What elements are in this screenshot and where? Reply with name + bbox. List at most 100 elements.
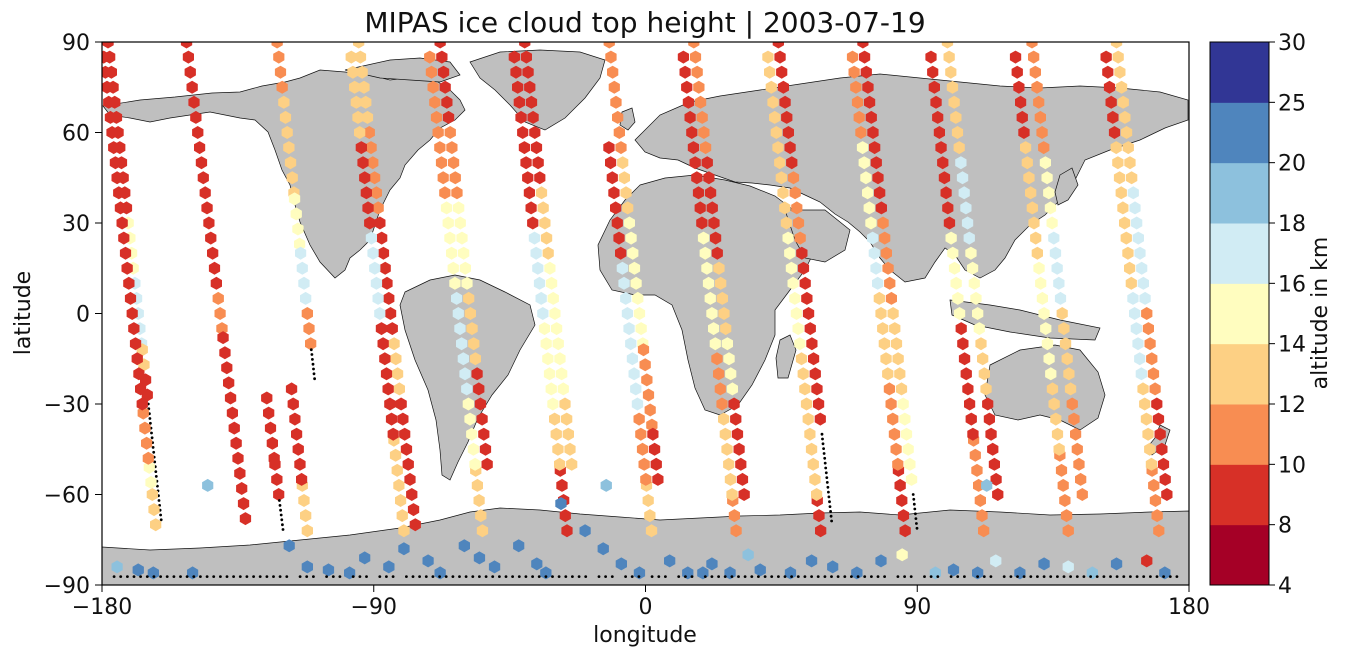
cloud-point bbox=[437, 65, 450, 79]
cloud-point bbox=[1132, 231, 1144, 245]
cloud-point bbox=[889, 322, 901, 336]
no-cloud-point bbox=[822, 452, 826, 455]
cloud-point bbox=[554, 352, 566, 366]
no-cloud-point bbox=[824, 466, 828, 470]
cloud-point bbox=[459, 367, 471, 381]
no-cloud-point bbox=[650, 575, 654, 578]
cloud-point bbox=[292, 442, 304, 456]
colorbar-tick-label: 16 bbox=[1278, 272, 1306, 297]
no-cloud-point bbox=[311, 358, 314, 361]
cloud-point bbox=[1026, 201, 1038, 215]
cloud-point bbox=[897, 397, 909, 411]
cloud-point bbox=[863, 201, 875, 215]
cloud-point bbox=[957, 337, 969, 351]
cloud-point bbox=[530, 141, 543, 155]
cloud-point bbox=[379, 352, 391, 366]
cloud-point bbox=[395, 397, 407, 411]
cloud-point bbox=[113, 186, 125, 200]
cloud-point bbox=[958, 186, 970, 200]
no-cloud-point bbox=[820, 432, 824, 436]
land-greenland bbox=[469, 49, 606, 131]
cloud-point bbox=[615, 246, 627, 260]
cloud-point bbox=[896, 548, 908, 562]
cloud-point bbox=[1051, 427, 1064, 441]
cloud-point bbox=[677, 50, 689, 64]
cloud-point bbox=[988, 457, 1000, 471]
cloud-point bbox=[809, 472, 821, 486]
no-cloud-point bbox=[285, 575, 289, 578]
cloud-point bbox=[365, 231, 377, 245]
cloud-point bbox=[880, 352, 892, 366]
cloud-point bbox=[645, 524, 658, 538]
cloud-point bbox=[150, 518, 162, 532]
cloud-point bbox=[1023, 171, 1035, 185]
cloud-point bbox=[688, 42, 700, 49]
no-cloud-point bbox=[1142, 575, 1146, 578]
cloud-point bbox=[106, 126, 118, 139]
cloud-point bbox=[947, 246, 959, 260]
cloud-point bbox=[606, 171, 618, 185]
cloud-point bbox=[990, 554, 1002, 568]
cloud-point bbox=[892, 457, 904, 471]
cloud-point bbox=[899, 412, 911, 426]
no-cloud-point bbox=[564, 575, 568, 578]
cloud-point bbox=[360, 95, 372, 109]
no-cloud-point bbox=[458, 575, 461, 578]
cloud-point bbox=[354, 126, 366, 139]
no-cloud-point bbox=[777, 575, 780, 578]
cloud-point bbox=[850, 80, 862, 94]
cloud-point bbox=[292, 222, 304, 236]
no-cloud-point bbox=[1115, 575, 1119, 578]
y-tick-2: 30 bbox=[62, 212, 102, 237]
cloud-point bbox=[425, 65, 438, 79]
no-cloud-point bbox=[279, 513, 283, 517]
cloud-point bbox=[216, 322, 228, 336]
cloud-point bbox=[370, 276, 383, 290]
cloud-point bbox=[890, 337, 903, 351]
cloud-point bbox=[724, 472, 736, 486]
cloud-point bbox=[1030, 231, 1042, 245]
cloud-point bbox=[897, 509, 910, 523]
cloud-point bbox=[902, 442, 914, 456]
no-cloud-point bbox=[876, 575, 880, 578]
cloud-point bbox=[774, 156, 786, 170]
no-cloud-point bbox=[822, 447, 825, 450]
cloud-point bbox=[964, 397, 976, 411]
cloud-point bbox=[212, 291, 224, 305]
cloud-point bbox=[641, 373, 653, 387]
cloud-point bbox=[787, 171, 800, 185]
cloud-point bbox=[1033, 261, 1045, 275]
cloud-point bbox=[1041, 171, 1053, 185]
cloud-point bbox=[1139, 291, 1151, 305]
no-cloud-point bbox=[783, 575, 787, 578]
cloud-point bbox=[1151, 509, 1163, 523]
cloud-point bbox=[888, 427, 901, 441]
cloud-point bbox=[261, 391, 273, 405]
no-cloud-point bbox=[750, 575, 754, 578]
y-tick-label: 30 bbox=[62, 212, 90, 237]
cloud-point bbox=[469, 457, 481, 471]
no-cloud-point bbox=[278, 575, 282, 578]
no-cloud-point bbox=[365, 575, 368, 578]
cloud-point bbox=[1041, 337, 1054, 351]
x-tick-3: 90 bbox=[903, 585, 931, 620]
cloud-point bbox=[1040, 322, 1052, 336]
cloud-point bbox=[400, 442, 413, 456]
cloud-point bbox=[730, 412, 742, 426]
cloud-point bbox=[1119, 110, 1131, 124]
cloud-point bbox=[345, 50, 357, 64]
no-cloud-point bbox=[577, 575, 581, 578]
cloud-point bbox=[723, 352, 735, 366]
cloud-point bbox=[103, 95, 115, 109]
cloud-point bbox=[733, 442, 745, 456]
x-tick-1: −90 bbox=[351, 585, 397, 620]
cloud-point bbox=[488, 560, 501, 574]
no-cloud-point bbox=[664, 575, 667, 578]
no-cloud-point bbox=[730, 575, 734, 578]
y-tick-5: −60 bbox=[44, 484, 102, 509]
cloud-point bbox=[980, 382, 992, 396]
cloud-point bbox=[1046, 382, 1059, 396]
cloud-point bbox=[795, 352, 808, 366]
no-cloud-point bbox=[1162, 575, 1165, 578]
no-cloud-point bbox=[498, 575, 501, 578]
